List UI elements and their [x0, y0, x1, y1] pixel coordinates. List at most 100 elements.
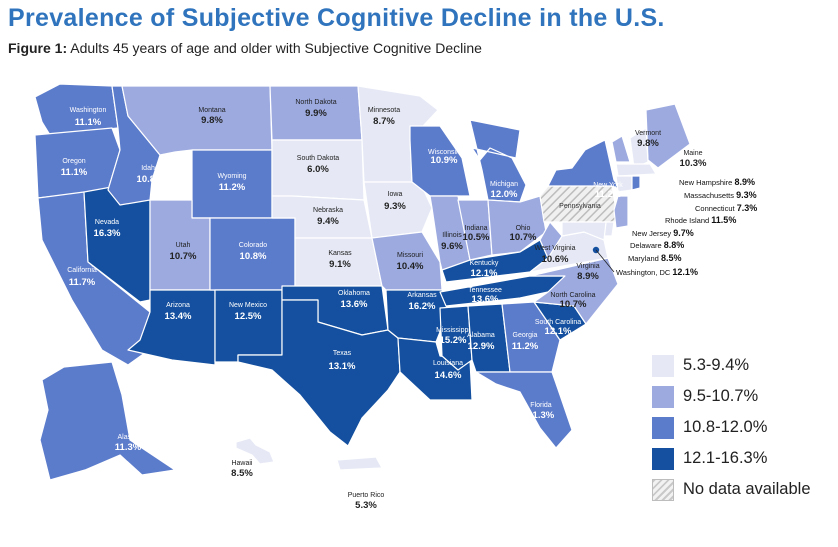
- state-value-label: 11.7%: [69, 277, 96, 288]
- state-name-label: Illinois: [442, 232, 462, 239]
- state-value-label: 13.4%: [165, 311, 192, 322]
- state-name-label: Alaska: [117, 434, 138, 441]
- state-name-label: Mississippi: [436, 327, 470, 334]
- state-value-label: 11.2%: [512, 341, 539, 352]
- state-new-jersey: [613, 195, 629, 229]
- state-value-label: 12.1%: [471, 268, 498, 279]
- state-name-label: Montana: [198, 107, 225, 114]
- state-name-label: Kansas: [328, 250, 352, 257]
- state-value-label: 9.9%: [305, 108, 327, 119]
- state-name-label: Delaware: [630, 241, 664, 250]
- state-value-label: 13.1%: [329, 361, 356, 372]
- state-mississippi: [439, 305, 473, 371]
- state-name-label: Louisiana: [433, 360, 463, 367]
- legend: 5.3-9.4% 9.5-10.7% 10.8-12.0% 12.1-16.3%…: [652, 350, 811, 505]
- state-hawaii: [235, 437, 275, 465]
- legend-item: No data available: [652, 474, 811, 505]
- state-value-label: 11.5%: [711, 215, 736, 225]
- state-value-label: 8.5%: [231, 468, 253, 479]
- state-value-label: 11.3%: [115, 442, 142, 453]
- state-florida: [475, 371, 573, 449]
- state-name-label: Connecticut: [695, 204, 737, 213]
- state-name-label: Maryland: [628, 254, 661, 263]
- state-north-carolina: [529, 257, 619, 325]
- state-name-label: Iowa: [388, 191, 403, 198]
- state-value-label: 8.8%: [664, 240, 685, 250]
- state-pennsylvania: [539, 185, 619, 223]
- state-value-label: 10.7%: [510, 232, 537, 243]
- state-name-label: Nebraska: [313, 207, 343, 214]
- state-rhode-island: [631, 175, 641, 191]
- state-name-label: Minnesota: [368, 107, 400, 114]
- state-value-label: 16.2%: [409, 301, 436, 312]
- state-value-label: 9.3%: [384, 201, 406, 212]
- page-title: Prevalence of Subjective Cognitive Decli…: [8, 4, 665, 32]
- state-name-label: Puerto Rico: [348, 492, 385, 499]
- state-name-label: Idaho: [141, 165, 159, 172]
- state-name-label: Maine: [683, 150, 702, 157]
- state-value-label: 10.3%: [680, 158, 707, 169]
- state-name-label: North Carolina: [550, 292, 595, 299]
- state-value-label: 9.8%: [637, 138, 659, 149]
- state-value-label: 8.7%: [373, 116, 395, 127]
- state-name-label: Pennsylvania: [559, 203, 601, 210]
- figure-caption-text: Adults 45 years of age and older with Su…: [67, 40, 482, 56]
- state-name-label: Oklahoma: [338, 290, 370, 297]
- state-name-label: Virginia: [576, 263, 599, 270]
- state-name-label: Vermont: [635, 130, 661, 137]
- state-name-label: Tennessee: [468, 287, 502, 294]
- state-name-label: Arizona: [166, 302, 190, 309]
- state-value-label: 11.2%: [595, 189, 622, 200]
- figure-caption: Figure 1: Adults 45 years of age and old…: [8, 40, 482, 56]
- state-name-label: New York: [593, 182, 623, 189]
- state-name-label: Wisconsin: [428, 149, 460, 156]
- figure-label: Figure 1:: [8, 40, 68, 56]
- state-name-label: Alabama: [467, 332, 495, 339]
- dc-leader-line: [595, 249, 615, 273]
- state-name-label: Rhode Island: [665, 216, 711, 225]
- legend-label: 5.3-9.4%: [683, 356, 750, 374]
- state-side-label: Washington, DC 12.1%: [616, 267, 698, 277]
- state-value-label: 8.9%: [577, 271, 599, 282]
- state-value-label: 7.3%: [737, 203, 758, 213]
- state-name-label: California: [67, 267, 97, 274]
- state-name-label: Missouri: [397, 252, 424, 259]
- legend-label: 12.1-16.3%: [683, 449, 768, 467]
- legend-item: 9.5-10.7%: [652, 381, 811, 412]
- state-side-label: Maryland 8.5%: [628, 253, 681, 263]
- state-value-label: 10.6%: [542, 254, 569, 265]
- state-louisiana: [397, 337, 473, 401]
- state-name-label: Kentucky: [470, 260, 499, 267]
- state-value-label: 8.5%: [661, 253, 682, 263]
- state-value-label: 10.7%: [560, 299, 587, 310]
- legend-item: 12.1-16.3%: [652, 443, 811, 474]
- state-massachusetts: [615, 163, 657, 177]
- state-name-label: South Carolina: [535, 319, 581, 326]
- state-value-label: 10.8%: [137, 174, 164, 185]
- state-name-label: Nevada: [95, 219, 119, 226]
- state-value-label: 10.9%: [431, 155, 458, 166]
- state-value-label: 10.5%: [463, 232, 490, 243]
- state-value-label: 12.9%: [468, 341, 495, 352]
- state-value-label: 9.3%: [736, 190, 757, 200]
- state-name-label: Texas: [333, 350, 352, 357]
- state-value-label: 10.8%: [240, 251, 267, 262]
- state-value-label: 9.8%: [201, 115, 223, 126]
- state-value-label: 14.6%: [435, 370, 462, 381]
- state-value-label: 13.6%: [341, 299, 368, 310]
- legend-swatch-bin4: [652, 447, 674, 470]
- state-value-label: 12.1%: [545, 326, 572, 337]
- state-name-label: North Dakota: [295, 99, 336, 106]
- state-value-label: 12.0%: [491, 189, 518, 200]
- state-name-label: New Hampshire: [679, 178, 734, 187]
- legend-label: 9.5-10.7%: [683, 387, 759, 405]
- state-value-label: 11.1%: [61, 167, 88, 178]
- state-value-label: 6.0%: [307, 164, 329, 175]
- state-value-label: 10.7%: [170, 251, 197, 262]
- state-name-label: Utah: [176, 242, 191, 249]
- state-name-label: Arkansas: [407, 292, 437, 299]
- state-value-label: 9.1%: [329, 259, 351, 270]
- state-name-label: Washington: [70, 107, 107, 114]
- state-name-label: New Jersey: [632, 229, 673, 238]
